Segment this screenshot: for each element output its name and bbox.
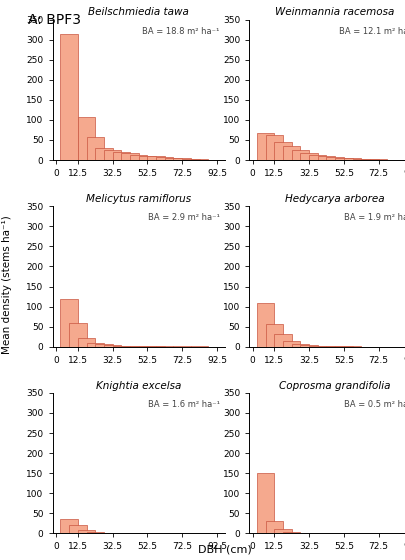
Bar <box>266 324 283 347</box>
Bar <box>130 155 147 160</box>
Text: BA = 1.6 m² ha⁻¹: BA = 1.6 m² ha⁻¹ <box>147 400 220 409</box>
Text: DBH (cm): DBH (cm) <box>198 544 252 554</box>
Bar <box>147 156 165 160</box>
Bar <box>257 133 274 160</box>
Text: BA = 12.1 m² ha⁻¹: BA = 12.1 m² ha⁻¹ <box>339 27 405 36</box>
Bar <box>78 116 95 160</box>
Bar <box>139 156 156 160</box>
Text: BA = 1.9 m² ha⁻¹: BA = 1.9 m² ha⁻¹ <box>344 213 405 222</box>
Bar <box>292 344 309 347</box>
Bar <box>335 158 352 160</box>
Bar <box>283 146 301 160</box>
Title: Weinmannia racemosa: Weinmannia racemosa <box>275 7 395 17</box>
Bar <box>257 304 274 347</box>
Bar <box>283 340 301 347</box>
Bar <box>182 159 200 160</box>
Bar <box>301 153 318 160</box>
Bar <box>113 152 130 160</box>
Bar <box>60 298 78 347</box>
Bar <box>283 532 301 533</box>
Bar <box>122 153 139 160</box>
Bar <box>344 158 361 160</box>
Bar <box>274 334 292 347</box>
Bar <box>266 521 283 533</box>
Bar <box>309 346 326 347</box>
Bar <box>95 148 113 160</box>
Bar <box>309 155 326 160</box>
Bar <box>104 150 122 160</box>
Bar <box>104 345 122 347</box>
Bar <box>78 530 95 533</box>
Title: Hedycarya arborea: Hedycarya arborea <box>286 194 385 204</box>
Bar <box>301 345 318 347</box>
Bar <box>257 473 274 533</box>
Bar <box>69 324 87 347</box>
Bar <box>318 156 335 160</box>
Bar <box>60 519 78 533</box>
Bar <box>156 157 173 160</box>
Bar <box>292 150 309 160</box>
Bar <box>60 34 78 160</box>
Title: Coprosma grandifolia: Coprosma grandifolia <box>279 381 391 391</box>
Title: Knightia excelsa: Knightia excelsa <box>96 381 181 391</box>
Bar <box>165 158 182 160</box>
Text: Mean density (stems ha⁻¹): Mean density (stems ha⁻¹) <box>2 215 12 353</box>
Bar <box>69 525 87 533</box>
Bar <box>122 346 139 347</box>
Bar <box>87 343 104 347</box>
Text: BA = 2.9 m² ha⁻¹: BA = 2.9 m² ha⁻¹ <box>148 213 220 222</box>
Bar <box>87 137 104 160</box>
Text: BA = 0.5 m² ha⁻¹: BA = 0.5 m² ha⁻¹ <box>344 400 405 409</box>
Bar <box>274 142 292 160</box>
Bar <box>361 159 379 160</box>
Bar <box>191 159 208 160</box>
Bar <box>87 532 104 533</box>
Title: Beilschmiedia tawa: Beilschmiedia tawa <box>88 7 189 17</box>
Text: A: BPF3: A: BPF3 <box>28 13 81 27</box>
Bar <box>266 135 283 160</box>
Bar <box>113 346 130 347</box>
Bar <box>173 158 191 160</box>
Bar <box>274 529 292 533</box>
Bar <box>370 159 387 160</box>
Bar <box>352 159 370 160</box>
Title: Melicytus ramiflorus: Melicytus ramiflorus <box>86 194 191 204</box>
Bar <box>326 157 344 160</box>
Bar <box>78 338 95 347</box>
Bar <box>95 344 113 347</box>
Text: BA = 18.8 m² ha⁻¹: BA = 18.8 m² ha⁻¹ <box>142 27 220 36</box>
